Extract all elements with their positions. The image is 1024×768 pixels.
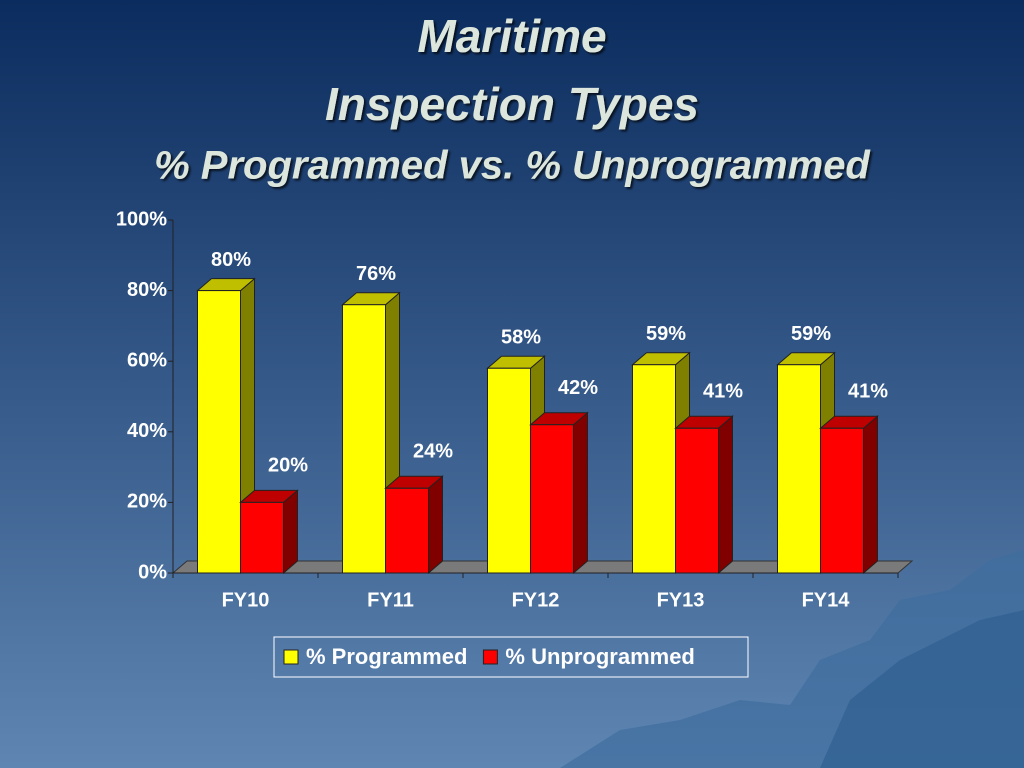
bar-front: [342, 304, 386, 574]
legend-label: % Programmed: [306, 644, 467, 669]
bar-side: [863, 415, 878, 575]
legend-swatch: [482, 649, 498, 665]
value-label: 58%: [501, 327, 541, 349]
bar-front: [240, 501, 284, 574]
x-tick-label: FY11: [367, 589, 414, 611]
bar: [819, 415, 879, 575]
bar: [384, 475, 444, 575]
legend-swatch: [283, 649, 299, 665]
bar-front: [632, 364, 676, 574]
y-tick-label: 20%: [127, 491, 167, 513]
chart-title: Inspection Types: [325, 78, 699, 130]
bar-front: [385, 487, 429, 574]
bar: [239, 489, 299, 575]
bar-side: [718, 415, 733, 575]
y-tick-label: 100%: [116, 208, 167, 230]
bar-side: [428, 475, 443, 575]
legend-label: % Unprogrammed: [505, 644, 694, 669]
bar: [341, 291, 401, 575]
y-tick-label: 40%: [127, 420, 167, 442]
y-tick-label: 0%: [138, 561, 167, 583]
value-label: 80%: [211, 249, 251, 271]
value-label: 76%: [356, 263, 396, 285]
value-label: 20%: [268, 455, 308, 477]
x-tick-label: FY13: [657, 589, 705, 611]
chart-title: Maritime: [417, 10, 606, 62]
bar-front: [820, 427, 864, 574]
x-tick-label: FY12: [512, 589, 560, 611]
bar-side: [283, 489, 298, 575]
mountains-front: [820, 610, 1024, 768]
y-tick-label: 60%: [127, 349, 167, 371]
bar-front: [777, 364, 821, 574]
bar: [529, 411, 589, 575]
chart-subtitle: % Programmed vs. % Unprogrammed: [154, 144, 871, 188]
value-label: 42%: [558, 377, 598, 399]
bar-side: [573, 411, 588, 575]
bar-front: [530, 424, 574, 574]
bar-front: [487, 367, 531, 574]
value-label: 41%: [703, 381, 743, 403]
bar-front: [197, 290, 241, 574]
value-label: 41%: [848, 381, 888, 403]
value-label: 59%: [646, 323, 686, 345]
x-tick-label: FY10: [222, 589, 270, 611]
bar-front: [675, 427, 719, 574]
legend-box: [273, 636, 749, 678]
value-label: 59%: [791, 323, 831, 345]
value-label: 24%: [413, 441, 453, 463]
y-tick-label: 80%: [127, 279, 167, 301]
bar: [674, 415, 734, 575]
x-tick-label: FY14: [802, 589, 851, 611]
